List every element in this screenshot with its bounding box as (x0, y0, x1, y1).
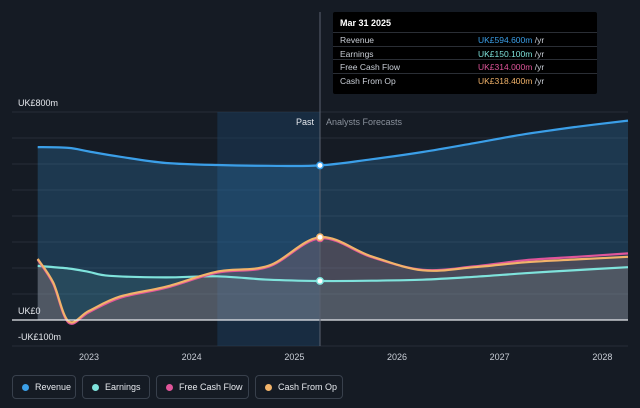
marker-revenue (316, 161, 324, 170)
x-tick-label: 2027 (490, 352, 510, 362)
area-revenue (37, 120, 628, 320)
tooltip-row-revenue: Revenue UK£594.600m /yr (333, 32, 597, 46)
data-tooltip: Mar 31 2025 Revenue UK£594.600m /yr Earnin… (333, 12, 597, 94)
legend-item-earnings[interactable]: Earnings (82, 375, 150, 399)
tooltip-unit: /yr (532, 48, 545, 59)
axis-labels: UK£800m UK£0 -UK£100m 2023 2024 2025 2026 2027 2… (18, 98, 612, 362)
tooltip-row-value: UK£314.000m /yr (478, 62, 544, 72)
legend-dot-icon (265, 384, 272, 391)
legend-dot-icon (166, 384, 173, 391)
tooltip-row-value: UK£318.400m /yr (478, 76, 544, 86)
past-highlight-band (217, 112, 320, 346)
hover-markers (316, 161, 324, 285)
legend-dot-icon (22, 384, 29, 391)
tooltip-row-cash-from-op: Cash From Op UK£318.400m /yr (333, 72, 597, 87)
tooltip-row-earnings: Earnings UK£150.100m /yr (333, 45, 597, 60)
line-revenue (37, 119, 629, 168)
financial-chart: UK£800m UK£0 -UK£100m 2023 2024 2025 2026 2027 2… (12, 12, 629, 362)
tooltip-unit: /yr (532, 62, 545, 72)
series-lines (36, 119, 629, 325)
x-tick-label: 2024 (182, 352, 202, 362)
tooltip-row-label: Revenue (340, 35, 375, 45)
tooltip-value-text: UK£594.600m (478, 35, 533, 45)
tooltip-date: Mar 31 2025 (340, 18, 392, 28)
tooltip-row-value: UK£594.600m /yr (478, 35, 544, 45)
tooltip-row-label: Earnings (340, 48, 374, 59)
tooltip-row-label: Free Cash Flow (340, 62, 400, 72)
tooltip-value-text: UK£150.100m (478, 48, 533, 59)
area-cash-from-op (37, 237, 628, 323)
legend-dot-icon (92, 384, 99, 391)
legend-item-cash-from-op[interactable]: Cash From Op (255, 375, 343, 399)
series-areas (37, 120, 628, 324)
tooltip-unit: /yr (532, 35, 545, 45)
x-tick-label: 2028 (592, 352, 612, 362)
y-tick-label: UK£0 (18, 306, 41, 316)
line-earnings (37, 264, 629, 283)
legend-label: Free Cash Flow (179, 382, 243, 392)
x-tick-label: 2026 (387, 352, 407, 362)
legend-item-free-cash-flow[interactable]: Free Cash Flow (156, 375, 249, 399)
tooltip-value-text: UK£318.400m (478, 75, 533, 86)
legend-label: Earnings (105, 382, 141, 392)
area-earnings (37, 265, 628, 320)
legend-label: Revenue (35, 382, 72, 392)
legend-item-revenue[interactable]: Revenue (12, 375, 76, 399)
tooltip-row-label: Cash From Op (340, 75, 396, 86)
tooltip-row-free-cash-flow: Free Cash Flow UK£314.000m /yr (333, 59, 597, 73)
y-tick-label: -UK£100m (18, 332, 61, 342)
x-tick-label: 2025 (284, 352, 304, 362)
x-tick-label: 2023 (79, 352, 99, 362)
tooltip-value-text: UK£314.000m (478, 62, 533, 72)
y-tick-label: UK£800m (18, 98, 58, 108)
marker-cash-from-op (316, 233, 324, 242)
legend-label: Cash From Op (278, 382, 338, 392)
line-cash-from-op (36, 236, 629, 324)
forecast-label: Analysts Forecasts (326, 117, 403, 127)
marker-earnings (316, 277, 324, 285)
tooltip-unit: /yr (532, 75, 545, 86)
past-label: Past (296, 117, 315, 127)
tooltip-row-value: UK£150.100m /yr (478, 49, 544, 59)
